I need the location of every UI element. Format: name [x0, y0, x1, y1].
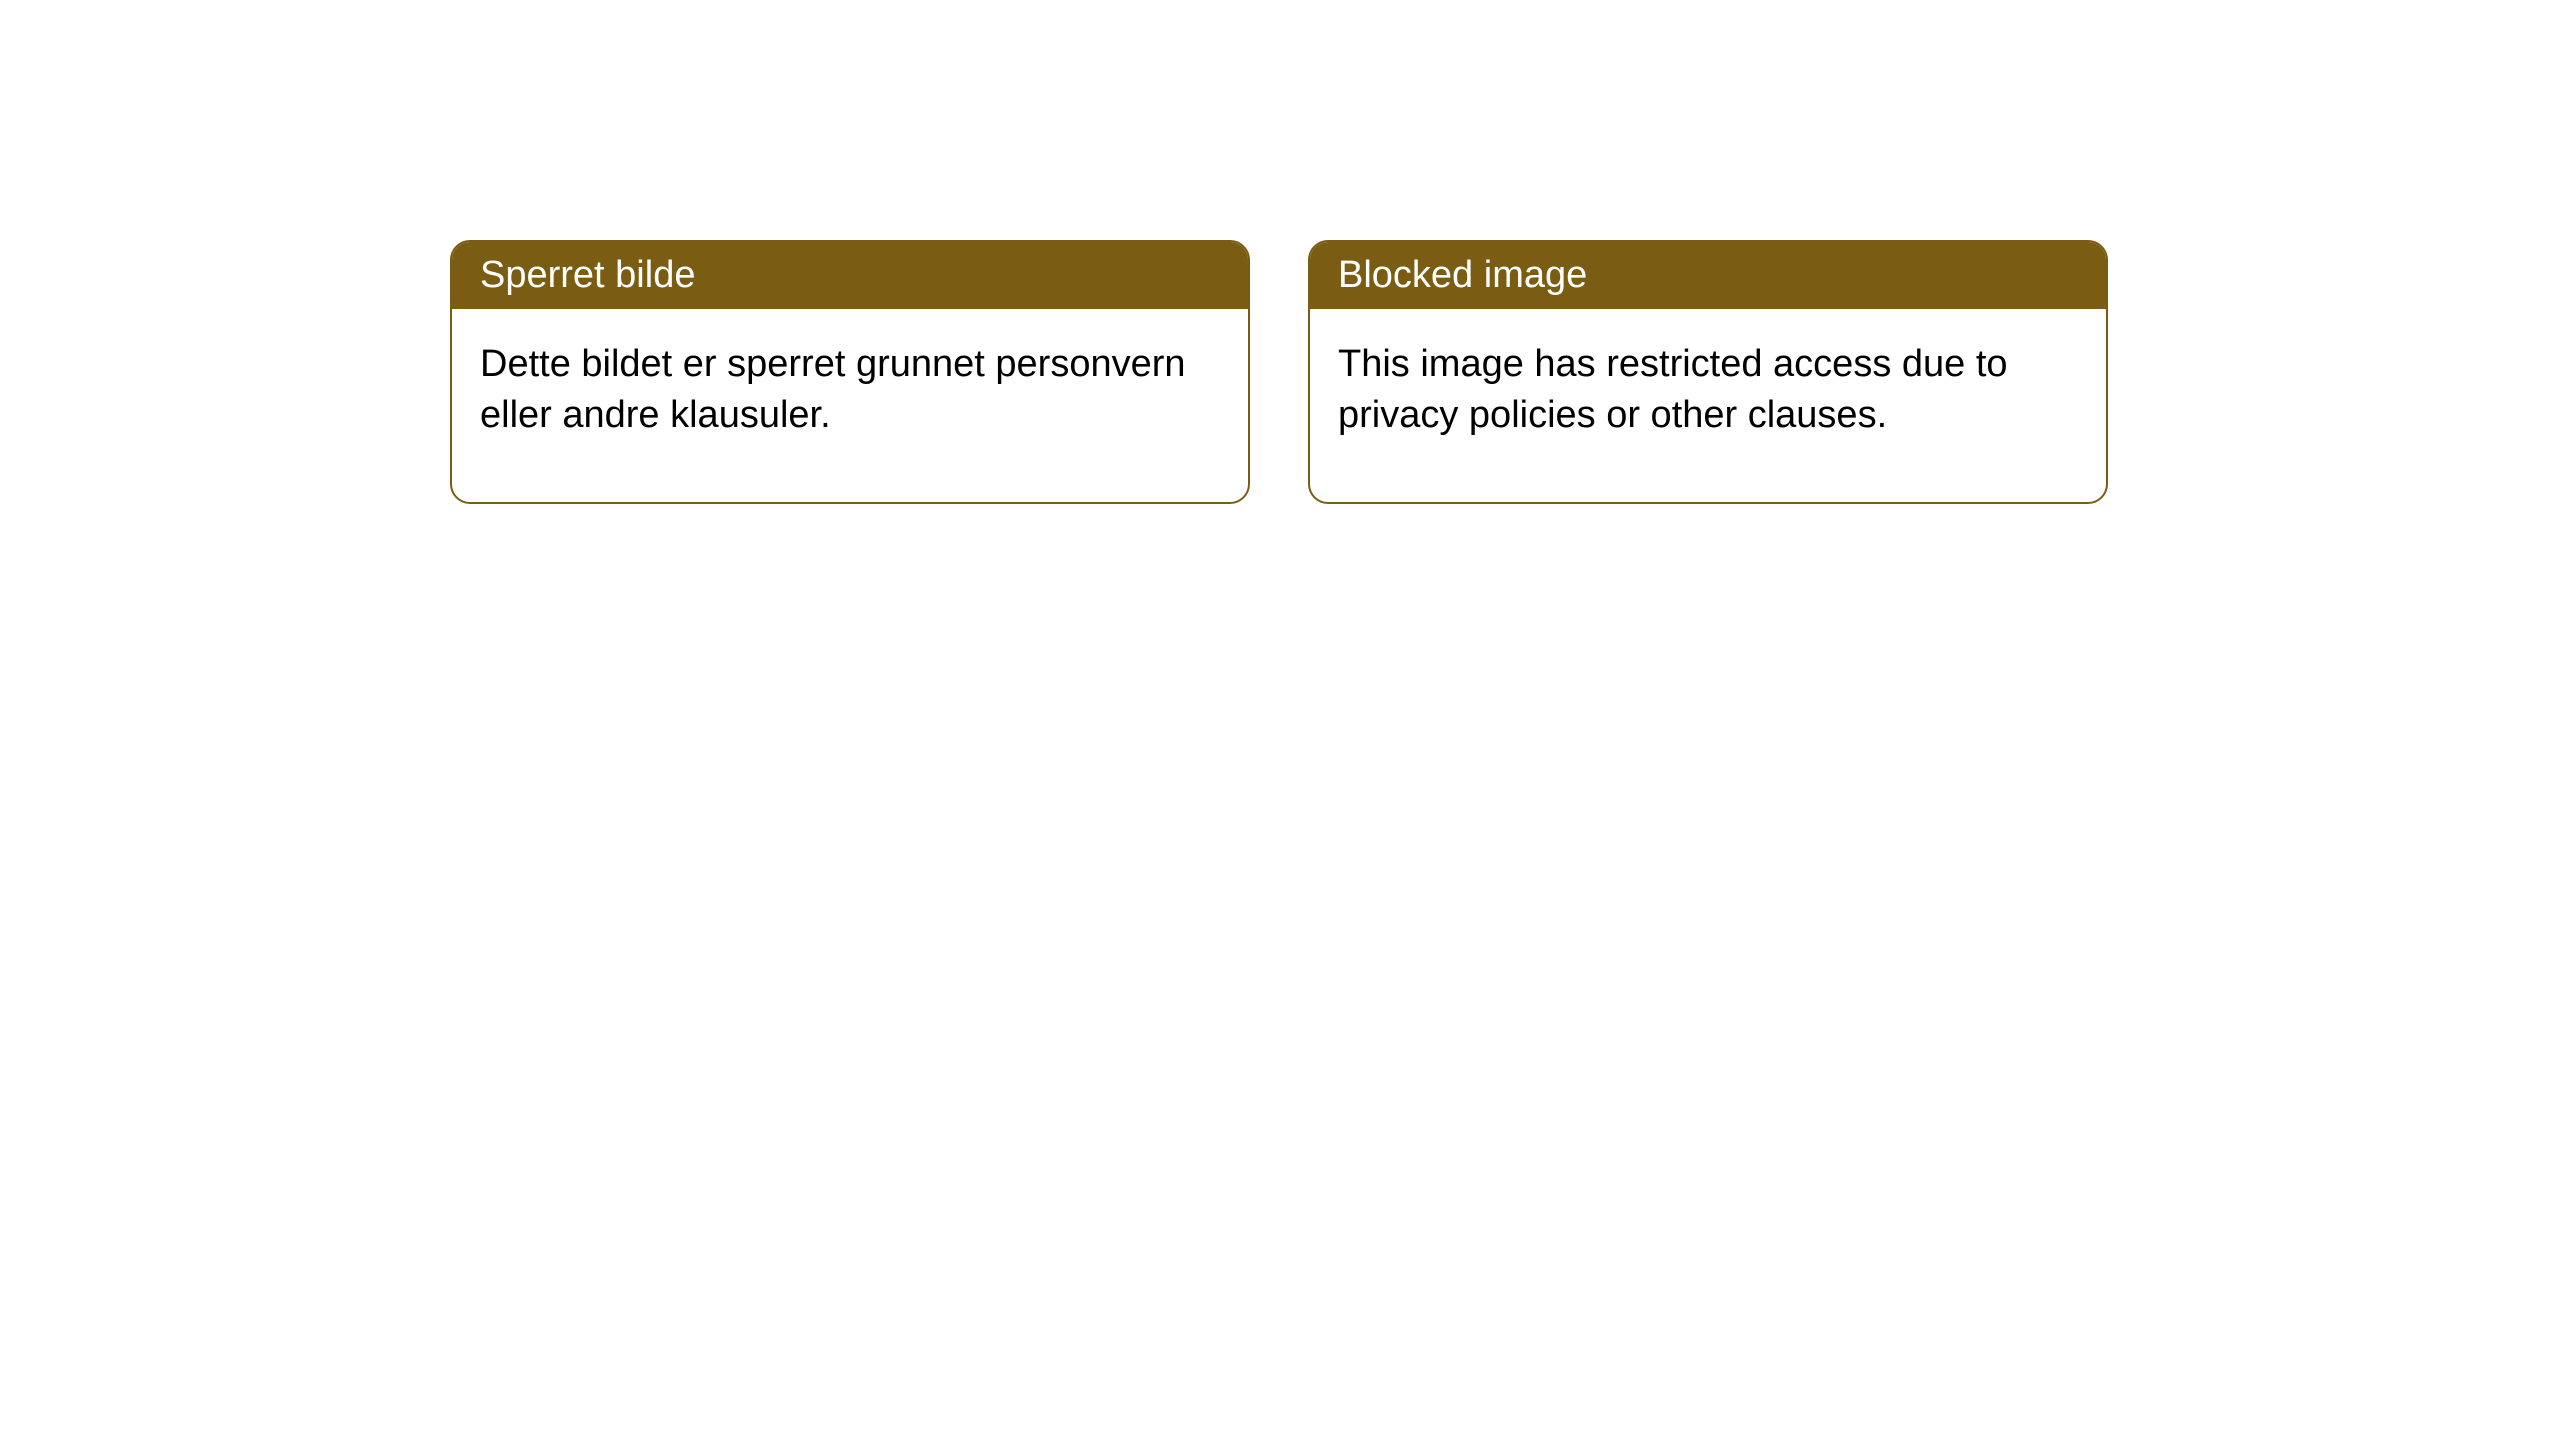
notice-body: This image has restricted access due to …: [1310, 309, 2106, 502]
notice-header: Sperret bilde: [452, 242, 1248, 309]
notice-box-norwegian: Sperret bilde Dette bildet er sperret gr…: [450, 240, 1250, 504]
notice-container: Sperret bilde Dette bildet er sperret gr…: [450, 240, 2108, 504]
notice-body-text: Dette bildet er sperret grunnet personve…: [480, 343, 1186, 436]
notice-body-text: This image has restricted access due to …: [1338, 343, 2008, 436]
notice-header-text: Sperret bilde: [480, 254, 695, 296]
notice-box-english: Blocked image This image has restricted …: [1308, 240, 2108, 504]
notice-header-text: Blocked image: [1338, 254, 1587, 296]
notice-body: Dette bildet er sperret grunnet personve…: [452, 309, 1248, 502]
notice-header: Blocked image: [1310, 242, 2106, 309]
